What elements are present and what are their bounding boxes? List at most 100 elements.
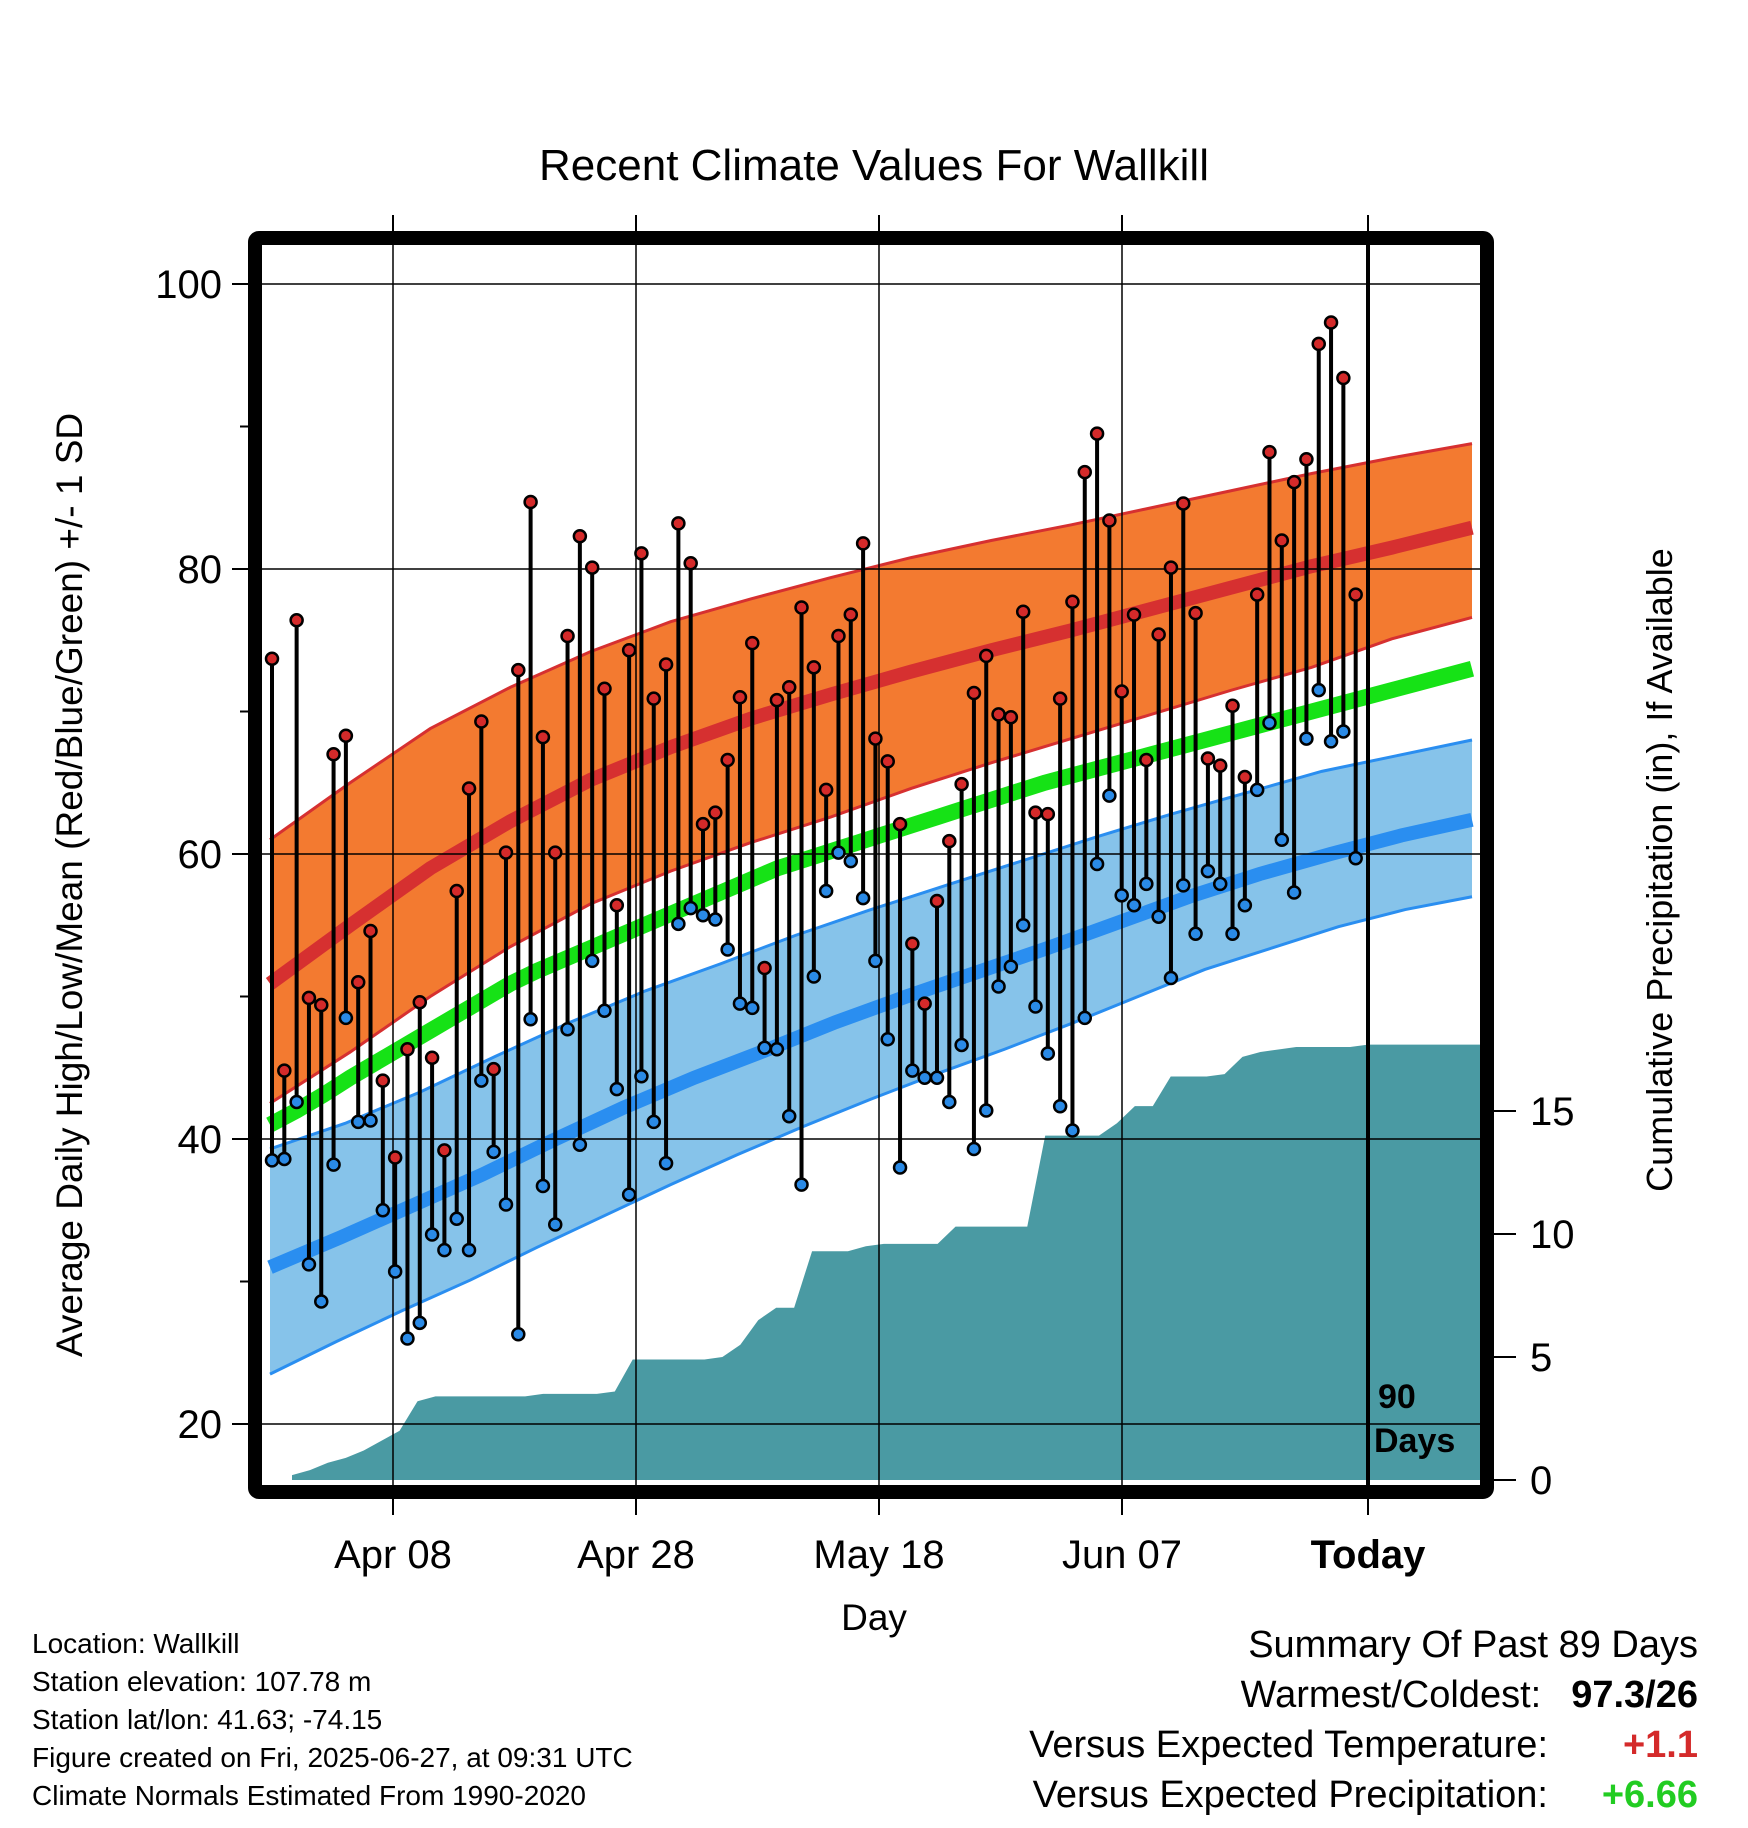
- high-normal-band-upper-edge: [269, 442, 1473, 841]
- temp-label: Versus Expected Temperature:: [1029, 1724, 1548, 1766]
- summary-heading: Summary Of Past 89 Days: [1248, 1624, 1698, 1666]
- low-dot: [1237, 898, 1253, 913]
- plot-content: 90 Days: [262, 245, 1480, 1485]
- y-tick-label: 80: [178, 548, 223, 592]
- high-dot: [1052, 691, 1068, 706]
- plot-frame: [248, 231, 1494, 1499]
- low-dot: [818, 883, 834, 899]
- high-dot: [978, 648, 994, 664]
- high-dot: [1249, 587, 1265, 602]
- today-days-number: 90: [1378, 1378, 1416, 1416]
- summary-panel: Summary Of Past 89 Days Warmest/Coldest:…: [1029, 1620, 1698, 1820]
- low-dot: [1212, 876, 1228, 892]
- low-dot: [572, 1137, 588, 1152]
- low-dot: [1065, 1123, 1080, 1138]
- high-dot: [326, 747, 341, 762]
- temp-value: +1.1: [1622, 1724, 1698, 1766]
- low-dot: [424, 1227, 440, 1242]
- high-dot: [511, 662, 526, 678]
- low-dot: [954, 1037, 969, 1053]
- high-dot: [634, 546, 649, 561]
- precip-value: +6.66: [1601, 1774, 1698, 1816]
- low-dot: [1348, 851, 1363, 866]
- high-dot: [498, 845, 514, 860]
- low-dot: [1225, 926, 1240, 942]
- low-dot: [277, 1151, 292, 1167]
- high-dot: [560, 628, 575, 644]
- high-dot: [646, 691, 662, 706]
- low-dot: [1114, 888, 1129, 903]
- chart-title: Recent Climate Values For Wallkill: [539, 141, 1209, 190]
- high-dot: [461, 781, 477, 796]
- y-axis-label: Average Daily High/Low/Mean (Red/Blue/Gr…: [49, 413, 90, 1357]
- low-dot: [609, 1081, 625, 1097]
- low-dot: [1102, 788, 1117, 803]
- high-dot: [597, 681, 612, 696]
- high-dot: [572, 528, 588, 544]
- summary-temp-row: Versus Expected Temperature: +1.1: [1029, 1720, 1698, 1770]
- high-dot: [1176, 496, 1191, 511]
- high-dot: [794, 600, 809, 615]
- low-dot: [855, 890, 871, 906]
- y-tick-label: 60: [178, 833, 223, 877]
- high-dot: [264, 651, 280, 667]
- low-dot: [769, 1041, 785, 1057]
- location-text: Location: Wallkill: [32, 1628, 240, 1659]
- low-dot: [1015, 918, 1031, 933]
- x-tick-label: Jun 07: [1062, 1533, 1182, 1577]
- low-dot: [449, 1211, 464, 1227]
- high-dot: [806, 660, 822, 675]
- high-dot: [1028, 805, 1043, 820]
- y-tick-label: 100: [155, 263, 222, 307]
- low-dot: [880, 1032, 895, 1047]
- high-dot: [917, 996, 932, 1011]
- precip-label: Versus Expected Precipitation:: [1032, 1774, 1548, 1816]
- low-dot: [1323, 734, 1339, 749]
- high-dot: [1336, 370, 1351, 386]
- station-info: Location: Wallkill Station elevation: 10…: [32, 1625, 633, 1815]
- high-dot: [437, 1143, 452, 1158]
- low-dot: [523, 1012, 538, 1027]
- low-dot: [1249, 782, 1265, 798]
- low-dot: [560, 1022, 575, 1037]
- high-dot: [1212, 758, 1228, 773]
- high-dot: [277, 1063, 292, 1078]
- low-dot: [584, 953, 600, 969]
- high-dot: [855, 536, 871, 551]
- high-dot: [905, 936, 920, 952]
- low-dot: [671, 916, 686, 932]
- x-tick-label: Apr 28: [577, 1533, 695, 1577]
- low-dot: [486, 1144, 501, 1160]
- high-dot: [880, 754, 895, 769]
- low-dot: [1077, 1010, 1093, 1026]
- high-dot: [843, 607, 859, 622]
- low-dot: [781, 1108, 797, 1124]
- high-dot: [424, 1050, 440, 1066]
- high-dot: [1311, 336, 1326, 352]
- low-dot: [917, 1070, 932, 1085]
- high-dot: [1188, 605, 1203, 621]
- high-dot: [1348, 587, 1363, 602]
- low-dot: [1311, 682, 1326, 698]
- high-dot: [1114, 684, 1129, 699]
- latlon-text: Station lat/lon: 41.63; -74.15: [32, 1704, 383, 1735]
- low-dot: [1089, 856, 1105, 872]
- low-dot: [1163, 970, 1179, 986]
- low-dot: [1126, 898, 1142, 913]
- x-axis-label: Day: [841, 1597, 907, 1638]
- low-dot: [905, 1063, 920, 1078]
- high-dot: [954, 776, 969, 792]
- high-dot: [375, 1073, 391, 1088]
- low-dot: [978, 1103, 994, 1118]
- low-dot: [1286, 885, 1302, 900]
- low-dot: [1003, 959, 1019, 974]
- high-dot: [781, 680, 797, 695]
- high-dot: [929, 893, 945, 909]
- low-dot: [683, 900, 698, 916]
- low-dot: [1040, 1046, 1056, 1061]
- high-dot: [720, 752, 735, 768]
- low-dot: [942, 1094, 957, 1110]
- x-tick-label: May 18: [813, 1533, 944, 1577]
